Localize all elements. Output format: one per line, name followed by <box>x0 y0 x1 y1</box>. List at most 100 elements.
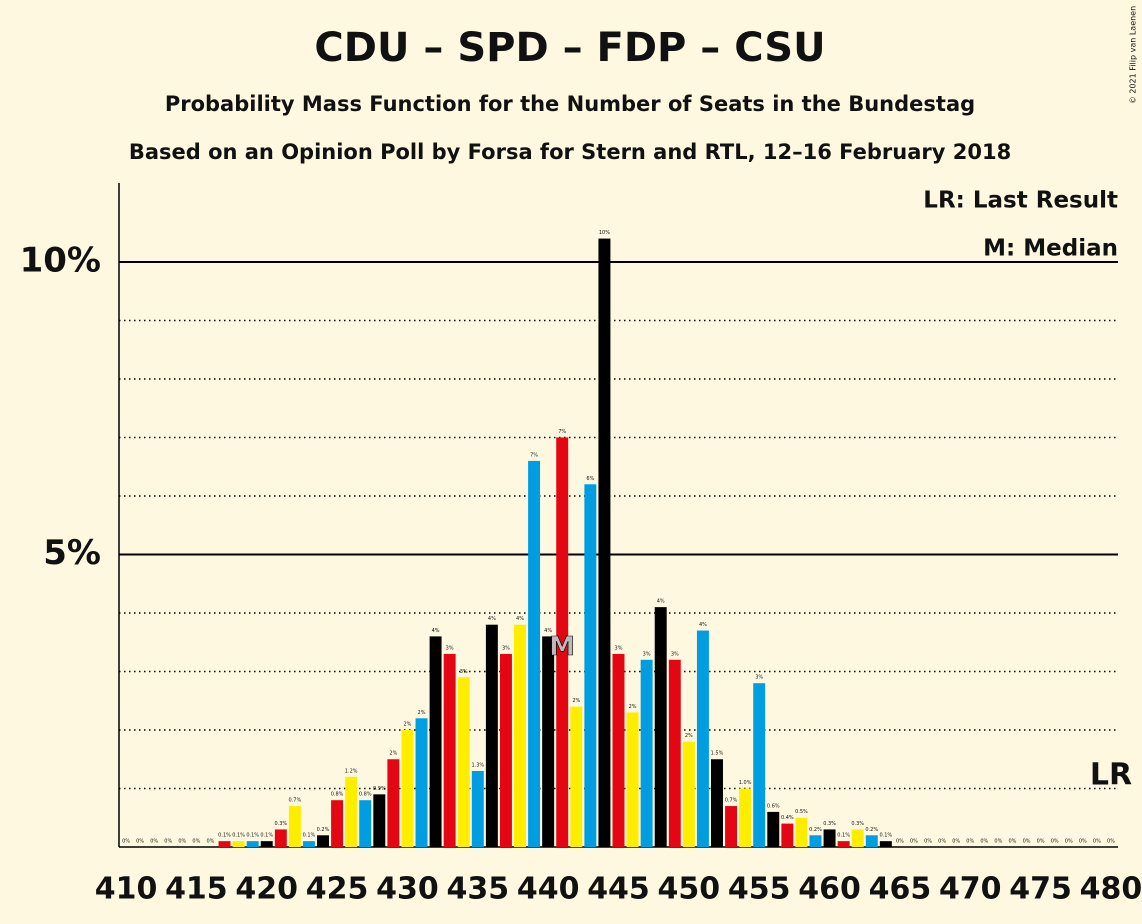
bar <box>654 607 667 847</box>
x-tick-label: 435 <box>446 872 509 907</box>
bar <box>598 238 611 847</box>
value-label: 0.1% <box>218 833 231 839</box>
value-label: 2% <box>629 704 637 710</box>
value-label: 3% <box>460 669 468 675</box>
bar <box>359 800 372 847</box>
value-label: 2% <box>572 698 580 704</box>
bar <box>274 829 287 847</box>
value-label: 0% <box>896 839 904 845</box>
value-label: 0% <box>136 839 144 845</box>
bar <box>696 630 709 847</box>
value-label: 0.2% <box>809 827 822 833</box>
copyright: © 2021 Filip van Laenen <box>1129 6 1138 104</box>
bar <box>232 841 245 847</box>
bar <box>711 759 723 847</box>
bar <box>457 677 470 847</box>
value-label: 4% <box>657 599 665 605</box>
value-label: 7% <box>530 452 538 458</box>
value-label: 0.1% <box>232 833 245 839</box>
value-label: 2% <box>403 721 411 727</box>
bar <box>837 841 850 847</box>
x-tick-label: 480 <box>1080 872 1142 907</box>
value-label: 0.8% <box>359 792 372 798</box>
bar <box>218 841 231 847</box>
value-label: 0.8% <box>331 792 344 798</box>
legend-entry: M: Median <box>983 236 1118 262</box>
value-label: 0% <box>178 839 186 845</box>
value-label: 0% <box>1037 839 1045 845</box>
bar <box>626 712 639 847</box>
value-label: 3% <box>502 645 510 651</box>
x-tick-label: 440 <box>517 872 580 907</box>
value-label: 4% <box>432 628 440 634</box>
value-label: 0% <box>980 839 988 845</box>
value-label: 3% <box>615 645 623 651</box>
median-marker: M <box>549 632 575 662</box>
value-label: 4% <box>699 622 707 628</box>
value-label: 2% <box>389 751 397 757</box>
value-label: 0% <box>1065 839 1073 845</box>
bar <box>682 741 695 847</box>
bar <box>401 729 414 847</box>
value-label: 0.1% <box>260 833 273 839</box>
value-label: 3% <box>446 645 454 651</box>
bar <box>429 636 442 847</box>
bar <box>246 841 259 847</box>
bar <box>753 683 766 847</box>
bar <box>584 484 597 847</box>
value-label: 0.7% <box>725 798 738 804</box>
value-label: 0% <box>1079 839 1087 845</box>
value-label: 0% <box>1009 839 1017 845</box>
bar <box>767 811 780 847</box>
value-label: 4% <box>488 616 496 622</box>
x-tick-label: 420 <box>235 872 298 907</box>
bar <box>795 817 808 847</box>
value-label: 0% <box>924 839 932 845</box>
value-label: 0% <box>1093 839 1101 845</box>
bar <box>415 718 428 847</box>
value-label: 0.6% <box>767 803 780 809</box>
bar <box>288 806 301 847</box>
bar <box>879 841 892 847</box>
x-tick-label: 425 <box>306 872 369 907</box>
x-tick-label: 430 <box>376 872 439 907</box>
value-label: 0% <box>1023 839 1031 845</box>
chart-subtitle: Probability Mass Function for the Number… <box>165 92 975 116</box>
value-label: 0% <box>966 839 974 845</box>
value-label: 1.0% <box>739 780 752 786</box>
value-label: 0% <box>192 839 200 845</box>
value-label: 0% <box>150 839 158 845</box>
value-label: 0.5% <box>795 809 808 815</box>
value-label: 0.2% <box>317 827 330 833</box>
y-tick-label: 10% <box>20 240 101 280</box>
bar <box>373 794 386 847</box>
bar <box>514 624 526 847</box>
value-label: 0% <box>1051 839 1059 845</box>
x-tick-label: 475 <box>1009 872 1072 907</box>
bar <box>781 823 794 847</box>
bar <box>851 829 864 847</box>
value-label: 0% <box>164 839 172 845</box>
bar <box>556 437 569 847</box>
bar <box>668 659 681 847</box>
y-tick-label: 5% <box>43 533 101 573</box>
value-label: 2% <box>685 733 693 739</box>
bar <box>528 460 541 847</box>
value-label: 0% <box>994 839 1002 845</box>
x-tick-label: 465 <box>869 872 932 907</box>
bar <box>612 653 625 847</box>
value-label: 0.1% <box>303 833 316 839</box>
value-label: 0% <box>938 839 946 845</box>
x-tick-label: 470 <box>939 872 1002 907</box>
bar <box>640 659 653 847</box>
value-label: 1.2% <box>345 768 358 774</box>
value-label: 0% <box>910 839 918 845</box>
bar <box>471 770 484 847</box>
bar <box>485 624 498 847</box>
x-tick-label: 460 <box>798 872 861 907</box>
value-label: 0.1% <box>879 833 892 839</box>
value-label: 3% <box>643 651 651 657</box>
bar <box>739 788 752 847</box>
bar <box>387 759 400 847</box>
